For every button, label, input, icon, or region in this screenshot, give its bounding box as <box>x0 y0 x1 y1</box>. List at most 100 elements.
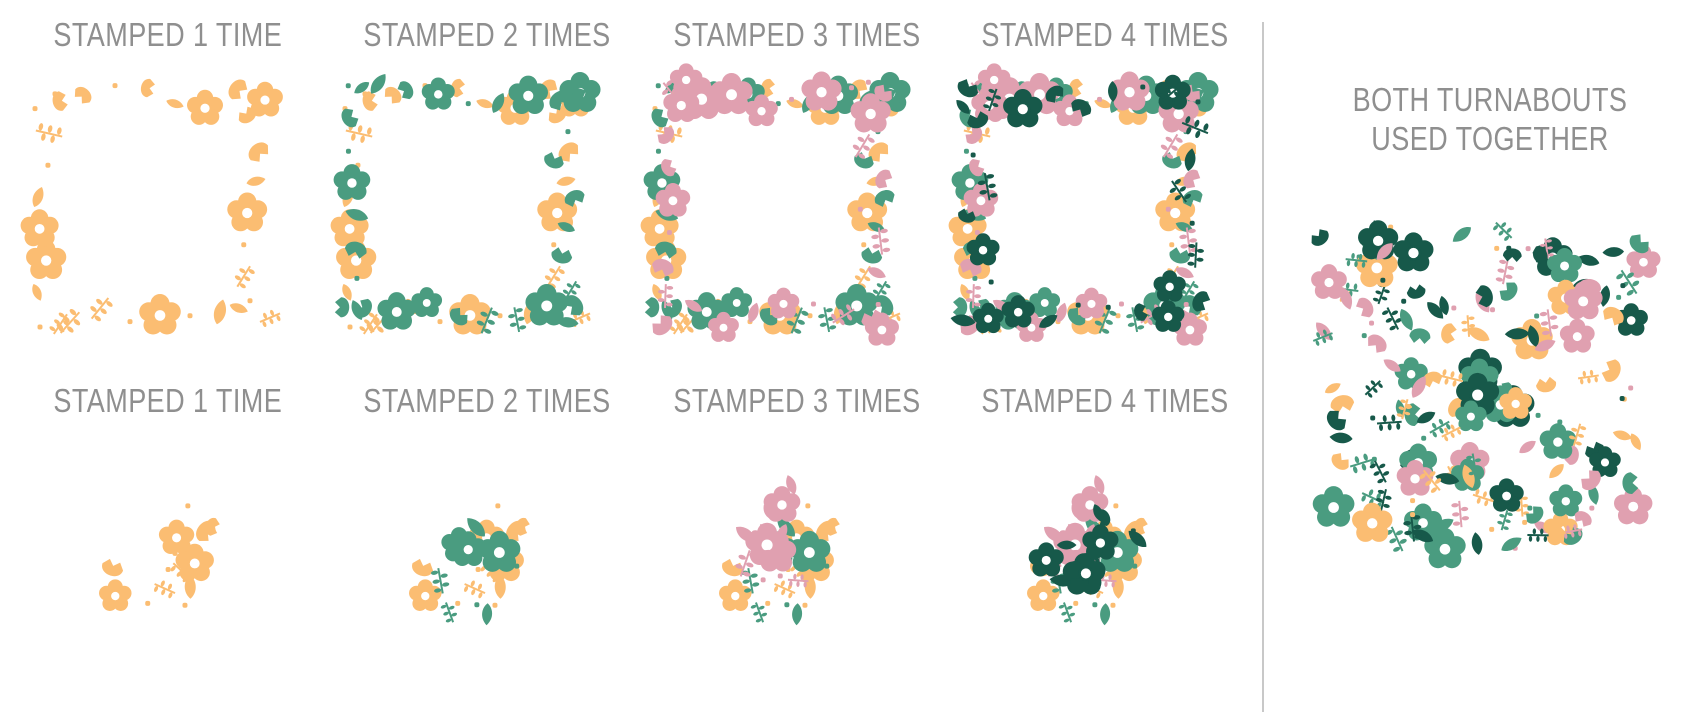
top-label-3: STAMPED 3 TIMES <box>673 16 921 53</box>
flower-icon <box>1153 270 1186 302</box>
leaf-icon <box>1467 327 1490 342</box>
dot-icon <box>1169 242 1175 248</box>
leaf-icon <box>345 208 369 221</box>
dot-icon <box>347 324 353 330</box>
leaf-icon <box>1094 99 1112 109</box>
square-pattern-stamped-1 <box>20 78 283 335</box>
leaf-icon <box>166 99 184 109</box>
sprig-icon <box>983 88 1002 112</box>
dot-icon <box>777 573 783 579</box>
leaf-icon <box>1376 243 1393 260</box>
tulip-icon <box>861 309 884 328</box>
flower-icon <box>175 543 214 582</box>
leaf-icon <box>867 222 885 232</box>
dot-icon <box>172 550 178 556</box>
round-pattern-stamped-1 <box>99 503 220 611</box>
dot-icon <box>655 83 661 89</box>
tulip-icon <box>548 106 567 124</box>
dot-icon <box>1628 385 1634 391</box>
tulip-icon <box>874 295 894 316</box>
dot-icon <box>551 242 557 248</box>
leaf-icon <box>1501 537 1522 552</box>
dot-icon <box>802 602 808 608</box>
sprig-icon <box>1527 528 1549 542</box>
flower-icon <box>1029 287 1061 318</box>
sprig-icon <box>440 602 458 623</box>
sprig-icon <box>1419 469 1442 493</box>
dot-icon <box>789 96 795 102</box>
dot-icon <box>1494 245 1500 251</box>
tulip-icon <box>816 520 836 542</box>
tulip-icon <box>969 159 985 177</box>
tulip-icon <box>1622 472 1639 494</box>
flower-icon <box>1151 300 1185 332</box>
flower-icon <box>1499 387 1532 419</box>
dot-icon <box>1165 206 1171 212</box>
tulip-icon <box>1368 334 1387 353</box>
leaf-icon <box>1071 504 1083 520</box>
leaf-icon <box>1534 339 1556 352</box>
round-pattern-stamped-2 <box>409 503 530 626</box>
dot-icon <box>1115 313 1121 319</box>
flower-icon <box>710 73 753 115</box>
dot-icon <box>1075 302 1081 308</box>
tulip-icon <box>1532 246 1548 265</box>
round-pattern-stamped-3 <box>719 475 840 626</box>
sprig-icon <box>852 133 875 159</box>
tulip-icon <box>1192 291 1211 312</box>
dot-icon <box>354 275 360 281</box>
dot-icon <box>264 83 270 89</box>
tulip-icon <box>1409 328 1431 344</box>
tulip-icon <box>341 108 359 128</box>
tulip-icon <box>760 307 778 326</box>
dot-icon <box>1369 320 1375 326</box>
sprig-icon <box>1058 602 1076 623</box>
tulip-icon <box>1577 279 1601 297</box>
sprig-icon <box>786 307 809 334</box>
flower-icon <box>409 579 442 611</box>
leaf-icon <box>1175 222 1193 232</box>
dot-icon <box>1535 412 1541 418</box>
leaf-icon <box>494 574 506 599</box>
sprig-icon <box>750 602 768 623</box>
sprig-icon <box>90 297 113 322</box>
sprig-icon <box>1539 238 1554 259</box>
sprig-icon <box>1345 253 1368 268</box>
leaf-icon <box>1439 295 1449 316</box>
leaf-icon <box>467 518 485 537</box>
leaf-icon <box>1599 285 1610 307</box>
dot-icon <box>345 83 351 89</box>
dot-icon <box>497 313 503 319</box>
sprig-icon <box>1158 87 1180 108</box>
leaf-icon <box>867 267 886 279</box>
flower-icon <box>655 182 691 217</box>
sprig-icon <box>49 312 70 335</box>
tulip-icon <box>1330 395 1355 414</box>
leaf-icon <box>184 574 196 599</box>
leaf-icon <box>1630 433 1641 451</box>
flower-icon <box>377 292 417 330</box>
sprig-icon <box>1349 453 1376 474</box>
dot-icon <box>495 503 501 509</box>
sprig-icon <box>1403 513 1423 542</box>
dot-icon <box>865 79 871 85</box>
dot-icon <box>241 242 247 248</box>
dot-icon <box>1361 333 1367 339</box>
flower-icon <box>1589 446 1621 477</box>
leaf-icon <box>1577 254 1600 266</box>
dot-icon <box>980 311 986 317</box>
combined-title-line1: BOTH TURNABOUTS <box>1352 81 1628 118</box>
tulip-icon <box>868 142 889 162</box>
tulip-icon <box>965 127 983 144</box>
tulip-icon <box>1183 169 1201 189</box>
flower-icon <box>1312 486 1355 527</box>
leaf-icon <box>1039 314 1058 328</box>
flower-icon <box>767 287 800 319</box>
tulip-icon <box>248 142 269 162</box>
leaf-icon <box>1093 504 1104 523</box>
tulip-icon <box>102 558 124 577</box>
leaf-icon <box>1329 432 1353 444</box>
leaf-icon <box>32 284 42 301</box>
sprig-icon <box>508 307 527 333</box>
flower-icon <box>411 287 443 318</box>
